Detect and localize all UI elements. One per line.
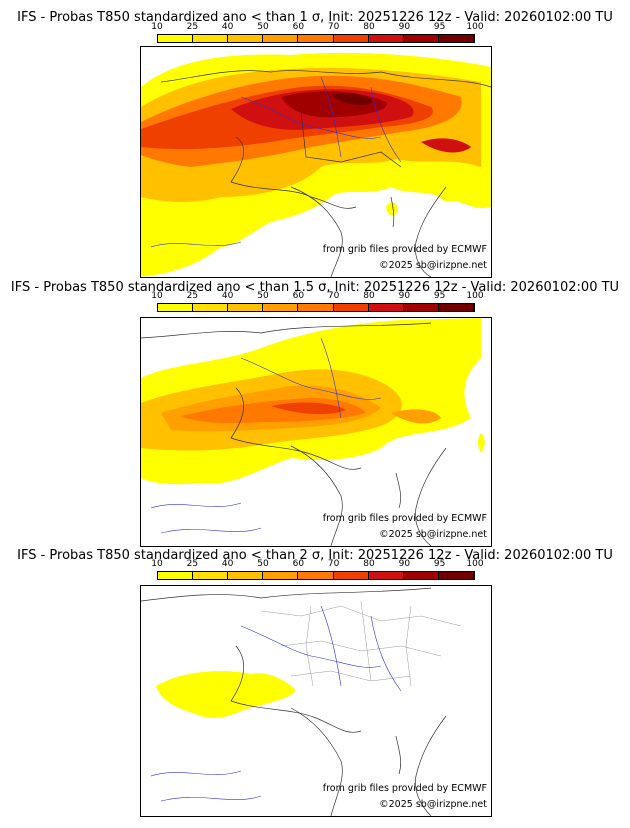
- colorbar-swatch: [298, 572, 334, 579]
- colorbar-swatch: [368, 304, 404, 311]
- panel-1-colorbar: 10 25 40 50 60 70 80 90 95 100: [151, 22, 484, 45]
- colorbar-tick-label: 10: [151, 22, 163, 32]
- colorbar-swatch: [158, 304, 194, 311]
- colorbar-swatches: [157, 571, 475, 580]
- colorbar-swatch: [263, 572, 299, 579]
- colorbar-tick-label: 100: [466, 22, 484, 32]
- colorbar-tick-label: 60: [292, 291, 305, 301]
- colorbar-tick-label: 60: [292, 22, 305, 32]
- colorbar-tick-label: 80: [363, 22, 375, 32]
- colorbar-swatch: [333, 35, 369, 42]
- panel-1-title: IFS - Probas T850 standardized ano < tha…: [17, 10, 613, 25]
- colorbar-swatch: [438, 304, 474, 311]
- colorbar-swatch: [438, 572, 474, 579]
- colorbar-swatches: [157, 34, 475, 43]
- colorbar-swatch: [368, 35, 404, 42]
- colorbar-tick-label: 95: [433, 559, 446, 569]
- colorbar-tick-label: 10: [151, 291, 163, 301]
- panel-2-source-credit: from grib files provided by ECMWF: [322, 513, 487, 524]
- colorbar-tick-label: 80: [363, 291, 375, 301]
- panel-2-copyright: ©2025 sb@irizpne.net: [379, 529, 487, 540]
- panel-3-colorbar: 10 25 40 50 60 70 80 90 95 100: [151, 559, 484, 582]
- colorbar-tick-label: 50: [257, 22, 269, 32]
- colorbar-tick-label: 25: [186, 559, 199, 569]
- colorbar-ticks: 10 25 40 50 60 70 80 90 95 100: [151, 559, 483, 570]
- colorbar-tick-label: 70: [327, 559, 340, 569]
- colorbar-swatch: [333, 572, 369, 579]
- colorbar-ticks: 10 25 40 50 60 70 80 90 95 100: [151, 291, 483, 302]
- colorbar-swatch: [403, 572, 439, 579]
- colorbar-swatch: [193, 35, 229, 42]
- colorbar-tick-label: 90: [398, 22, 411, 32]
- colorbar-swatch: [438, 35, 474, 42]
- colorbar-tick-label: 80: [363, 559, 375, 569]
- colorbar-swatch: [193, 572, 229, 579]
- colorbar-swatch: [298, 35, 334, 42]
- colorbar-tick-label: 40: [221, 559, 234, 569]
- colorbar-swatch: [403, 304, 439, 311]
- colorbar-swatch: [298, 304, 334, 311]
- colorbar-swatches: [157, 303, 475, 312]
- colorbar-tick-label: 70: [327, 291, 340, 301]
- colorbar-swatch: [228, 572, 264, 579]
- panel-3-map: from grib files provided by ECMWF ©2025 …: [140, 585, 492, 817]
- panel-1-source-credit: from grib files provided by ECMWF: [322, 244, 487, 255]
- colorbar-swatch: [193, 304, 229, 311]
- colorbar-tick-label: 50: [257, 559, 269, 569]
- colorbar-ticks: 10 25 40 50 60 70 80 90 95 100: [151, 22, 483, 33]
- probability-map-2: [141, 318, 485, 546]
- colorbar-tick-label: 60: [292, 559, 305, 569]
- colorbar-swatch: [403, 35, 439, 42]
- colorbar-tick-label: 90: [398, 559, 411, 569]
- colorbar-tick-label: 10: [151, 559, 163, 569]
- probability-map-3: [141, 587, 462, 816]
- panel-3-title: IFS - Probas T850 standardized ano < tha…: [17, 548, 613, 563]
- colorbar-tick-label: 40: [221, 291, 234, 301]
- panel-1-map: from grib files provided by ECMWF ©2025 …: [140, 46, 492, 278]
- colorbar-tick-label: 50: [257, 291, 269, 301]
- colorbar-tick-label: 100: [466, 291, 484, 301]
- colorbar-tick-label: 90: [398, 291, 411, 301]
- colorbar-tick-label: 40: [221, 22, 234, 32]
- colorbar-swatch: [228, 35, 264, 42]
- panel-2-map: from grib files provided by ECMWF ©2025 …: [140, 317, 492, 547]
- panel-2-colorbar: 10 25 40 50 60 70 80 90 95 100: [151, 291, 484, 314]
- colorbar-swatch: [158, 35, 194, 42]
- colorbar-tick-label: 25: [186, 22, 199, 32]
- panel-1-copyright: ©2025 sb@irizpne.net: [379, 260, 487, 271]
- panel-2-title: IFS - Probas T850 standardized ano < tha…: [10, 280, 620, 295]
- panel-3-copyright: ©2025 sb@irizpne.net: [379, 799, 487, 810]
- probability-map-1: [141, 52, 491, 277]
- colorbar-tick-label: 100: [466, 559, 484, 569]
- colorbar-swatch: [228, 304, 264, 311]
- colorbar-tick-label: 95: [433, 291, 446, 301]
- colorbar-swatch: [263, 35, 299, 42]
- colorbar-tick-label: 95: [433, 22, 446, 32]
- colorbar-swatch: [333, 304, 369, 311]
- colorbar-swatch: [368, 572, 404, 579]
- colorbar-tick-label: 70: [327, 22, 340, 32]
- colorbar-swatch: [158, 572, 194, 579]
- panel-3-source-credit: from grib files provided by ECMWF: [322, 783, 487, 794]
- colorbar-swatch: [263, 304, 299, 311]
- colorbar-tick-label: 25: [186, 291, 199, 301]
